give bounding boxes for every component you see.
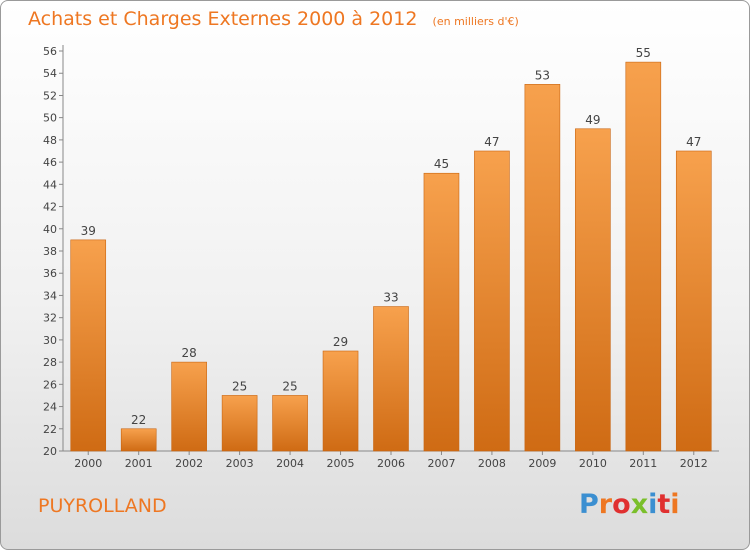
y-tick-label: 44 [43,178,57,191]
chart-title: Achats et Charges Externes 2000 à 2012 [28,8,418,30]
logo-letter: i [648,489,658,520]
data-label-2003: 25 [232,379,247,393]
bar-2006 [373,306,409,452]
x-tick-label: 2010 [579,457,607,470]
data-label-2005: 29 [333,335,348,349]
bar-2011 [625,61,662,452]
y-tick-label: 52 [43,89,57,102]
chart-subtitle: (en milliers d'€) [432,15,519,28]
y-tick-label: 46 [43,156,57,169]
x-tick-label: 2002 [175,457,203,470]
commune-name: PUYROLLAND [38,495,167,517]
x-tick-label: 2009 [528,457,556,470]
y-tick-label: 20 [43,445,57,458]
chart-bars [70,61,712,452]
x-tick-label: 2001 [125,457,153,470]
data-label-2009: 53 [535,68,550,82]
data-label-2004: 25 [282,379,297,393]
y-tick-label: 54 [43,67,57,80]
y-tick-label: 42 [43,201,57,214]
y-tick-label: 38 [43,245,57,258]
logo-letter: i [670,489,680,520]
data-label-2008: 47 [484,135,499,149]
bar-2012 [675,150,712,452]
x-tick-label: 2008 [478,457,506,470]
bar-2004 [272,395,308,452]
bar-2007 [423,172,460,452]
y-tick-label: 26 [43,378,57,391]
proxiti-logo[interactable]: Proxiti [579,489,680,520]
data-label-2012: 47 [686,135,701,149]
bar-2002 [171,361,207,452]
y-tick-label: 22 [43,423,57,436]
x-tick-label: 2003 [226,457,254,470]
y-tick-label: 28 [43,356,57,369]
chart-title-block: Achats et Charges Externes 2000 à 2012 (… [28,8,519,30]
logo-letter: o [612,489,631,520]
y-tick-label: 30 [43,334,57,347]
logo-letter: r [598,489,613,520]
bar-2001 [120,428,157,452]
bar-2000 [70,239,107,452]
y-tick-label: 40 [43,223,57,236]
chart-labels: 2000 39 2001 22 2002 28 2003 25 2004 25 2005 29 2006… [74,46,708,470]
logo-letter: P [579,489,599,520]
logo-letter: t [657,489,671,520]
bar-2005 [322,350,359,452]
x-tick-label: 2007 [427,457,455,470]
data-label-2006: 33 [383,291,398,305]
data-label-2007: 45 [434,157,449,171]
data-label-2011: 55 [636,46,651,60]
x-tick-label: 2005 [327,457,355,470]
x-tick-label: 2011 [629,457,657,470]
y-tick-label: 50 [43,112,57,125]
y-tick-label: 48 [43,134,57,147]
logo-letter: x [630,489,649,520]
data-label-2000: 39 [81,224,96,238]
x-tick-label: 2004 [276,457,304,470]
y-tick-label: 32 [43,312,57,325]
y-tick-label: 36 [43,267,57,280]
y-tick-label: 34 [43,289,57,302]
data-label-2002: 28 [182,346,197,360]
data-label-2001: 22 [131,413,146,427]
x-tick-label: 2006 [377,457,405,470]
bar-2010 [575,128,611,452]
y-tick-label: 24 [43,401,57,414]
x-tick-label: 2012 [680,457,708,470]
bar-2003 [221,395,258,452]
y-tick-label: 56 [43,45,57,58]
data-label-2010: 49 [585,113,600,127]
x-tick-label: 2000 [74,457,102,470]
bar-2009 [524,84,561,452]
bar-2008 [474,150,510,452]
